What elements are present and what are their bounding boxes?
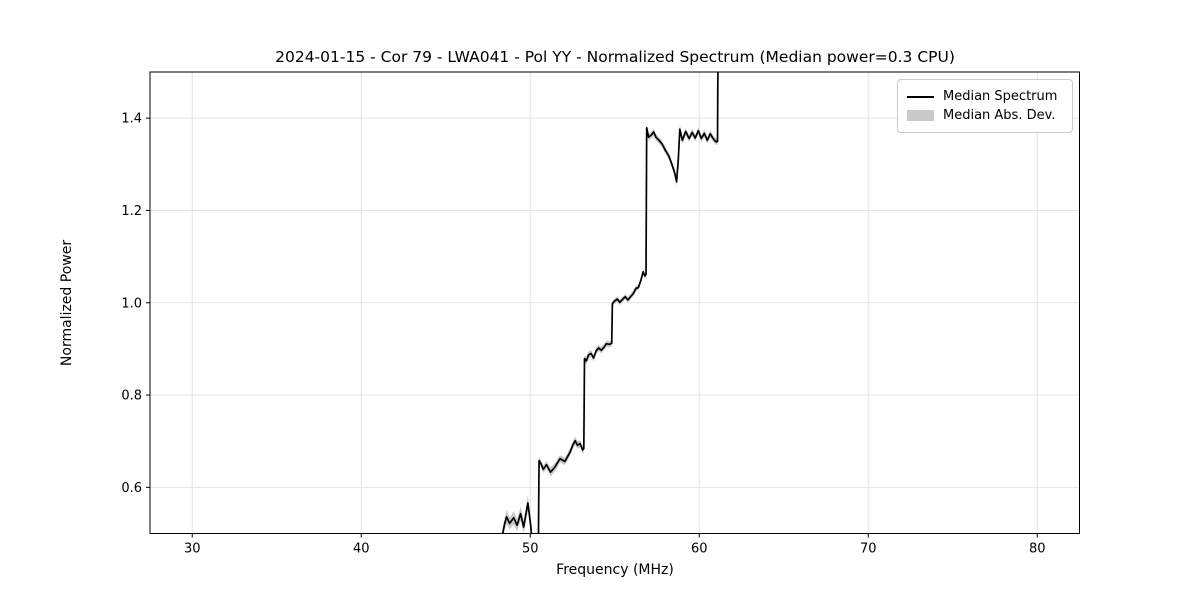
x-tick-label: 60: [691, 542, 708, 557]
x-tick-label: 80: [1029, 542, 1046, 557]
y-tick-label: 0.8: [121, 389, 142, 404]
chart-title: 2024-01-15 - Cor 79 - LWA041 - Pol YY - …: [275, 48, 955, 66]
legend-item: Median Spectrum: [907, 87, 1062, 106]
x-tick-label: 70: [860, 542, 877, 557]
y-axis-label: Normalized Power: [59, 239, 75, 367]
y-tick-label: 1.2: [121, 204, 142, 219]
mad-band: [502, 72, 718, 534]
x-axis-label: Frequency (MHz): [556, 562, 674, 578]
x-tick-label: 50: [522, 542, 539, 557]
y-tick-label: 0.6: [121, 481, 142, 496]
x-tick-label: 40: [353, 542, 370, 557]
y-tick-label: 1.0: [121, 296, 142, 311]
legend-item: Median Abs. Dev.: [907, 106, 1062, 125]
median-spectrum-line: [501, 72, 719, 534]
y-tick-label: 1.4: [121, 112, 142, 127]
legend-line-swatch: [907, 95, 934, 98]
legend-patch-swatch: [907, 110, 934, 121]
legend-label: Median Spectrum: [943, 89, 1058, 104]
legend: Median Spectrum Median Abs. Dev.: [897, 79, 1073, 133]
x-tick-label: 30: [184, 542, 201, 557]
legend-label: Median Abs. Dev.: [943, 108, 1056, 123]
